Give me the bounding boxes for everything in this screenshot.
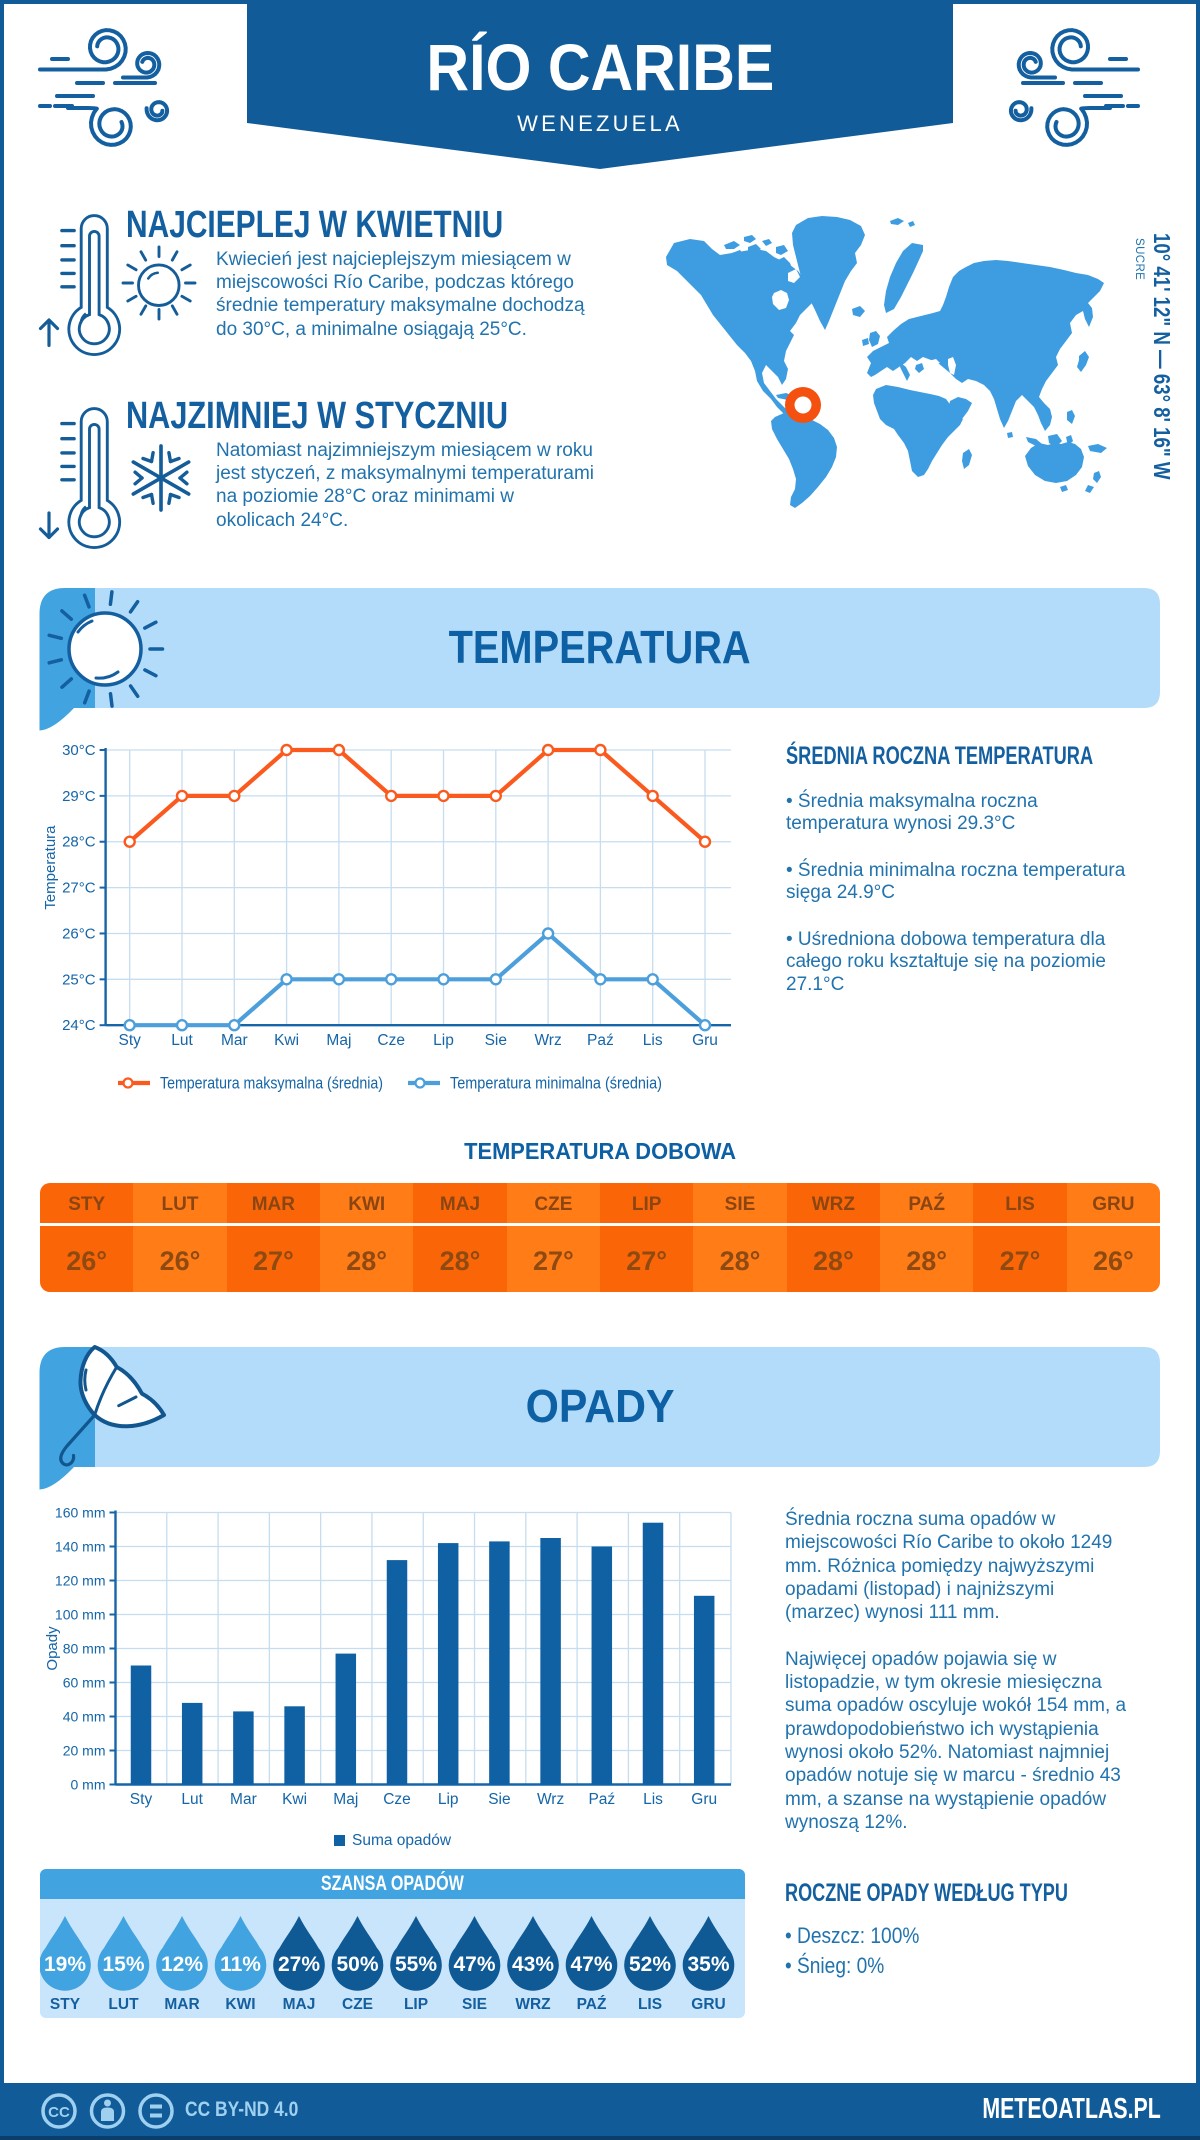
svg-text:140 mm: 140 mm: [55, 1539, 106, 1555]
svg-text:120 mm: 120 mm: [55, 1573, 106, 1589]
svg-text:Maj: Maj: [333, 1791, 358, 1808]
svg-text:SIE: SIE: [462, 1996, 487, 2013]
svg-text:Lut: Lut: [181, 1791, 203, 1808]
svg-text:Sty: Sty: [118, 1032, 141, 1049]
svg-text:35%: 35%: [687, 1953, 729, 1976]
svg-text:MAJ: MAJ: [283, 1996, 316, 2013]
svg-text:Suma opadów: Suma opadów: [352, 1832, 452, 1849]
svg-text:Temperatura maksymalna (średni: Temperatura maksymalna (średnia): [160, 1075, 383, 1093]
svg-text:Lut: Lut: [171, 1032, 193, 1049]
svg-text:47%: 47%: [453, 1953, 495, 1976]
svg-text:55%: 55%: [395, 1953, 437, 1976]
svg-text:Paź: Paź: [587, 1032, 614, 1049]
svg-text:Paź: Paź: [588, 1791, 615, 1808]
svg-text:27°C: 27°C: [62, 880, 96, 897]
svg-text:PAŹ: PAŹ: [577, 1996, 607, 2013]
svg-text:26°C: 26°C: [62, 925, 96, 942]
svg-text:100 mm: 100 mm: [55, 1607, 106, 1623]
svg-text:80 mm: 80 mm: [63, 1641, 106, 1657]
svg-text:Mar: Mar: [221, 1032, 248, 1049]
svg-text:11%: 11%: [220, 1953, 261, 1976]
svg-text:Gru: Gru: [692, 1032, 718, 1049]
svg-text:Kwi: Kwi: [274, 1032, 299, 1049]
svg-text:Lis: Lis: [643, 1032, 663, 1049]
svg-text:KWI: KWI: [225, 1996, 255, 2013]
svg-text:Sie: Sie: [488, 1791, 510, 1808]
svg-text:47%: 47%: [570, 1953, 612, 1976]
svg-text:Kwi: Kwi: [282, 1791, 307, 1808]
svg-text:40 mm: 40 mm: [63, 1709, 106, 1725]
svg-text:15%: 15%: [102, 1953, 144, 1976]
svg-text:Temperatura minimalna (średnia: Temperatura minimalna (średnia): [450, 1075, 662, 1093]
svg-text:Temperatura: Temperatura: [42, 825, 59, 910]
svg-text:30°C: 30°C: [62, 742, 96, 759]
svg-text:50%: 50%: [336, 1953, 378, 1976]
svg-text:CC: CC: [48, 2104, 70, 2121]
svg-text:Gru: Gru: [691, 1791, 717, 1808]
svg-text:Mar: Mar: [230, 1791, 257, 1808]
svg-text:Lip: Lip: [433, 1032, 454, 1049]
svg-text:STY: STY: [50, 1996, 81, 2013]
svg-text:24°C: 24°C: [62, 1017, 96, 1034]
svg-text:Opady: Opady: [44, 1626, 61, 1671]
svg-text:GRU: GRU: [691, 1996, 725, 2013]
svg-text:160 mm: 160 mm: [55, 1505, 106, 1521]
svg-text:MAR: MAR: [164, 1996, 199, 2013]
svg-text:29°C: 29°C: [62, 788, 96, 805]
svg-text:12%: 12%: [161, 1953, 203, 1976]
svg-text:0 mm: 0 mm: [71, 1777, 106, 1793]
svg-text:Wrz: Wrz: [537, 1791, 564, 1808]
svg-text:Lip: Lip: [438, 1791, 459, 1808]
svg-text:Sty: Sty: [130, 1791, 153, 1808]
svg-text:52%: 52%: [629, 1953, 671, 1976]
svg-text:Sie: Sie: [485, 1032, 507, 1049]
svg-text:19%: 19%: [44, 1953, 86, 1976]
svg-text:Maj: Maj: [326, 1032, 351, 1049]
svg-text:CZE: CZE: [342, 1996, 373, 2013]
svg-text:Wrz: Wrz: [534, 1032, 561, 1049]
svg-text:27%: 27%: [278, 1953, 320, 1976]
svg-text:20 mm: 20 mm: [63, 1743, 106, 1759]
svg-text:25°C: 25°C: [62, 971, 96, 988]
svg-text:LIP: LIP: [404, 1996, 428, 2013]
svg-text:28°C: 28°C: [62, 834, 96, 851]
svg-text:LUT: LUT: [108, 1996, 139, 2013]
svg-text:60 mm: 60 mm: [63, 1675, 106, 1691]
svg-text:Cze: Cze: [383, 1791, 411, 1808]
svg-text:LIS: LIS: [638, 1996, 662, 2013]
svg-text:WRZ: WRZ: [515, 1996, 551, 2013]
svg-text:Lis: Lis: [643, 1791, 663, 1808]
svg-text:Cze: Cze: [377, 1032, 405, 1049]
svg-text:43%: 43%: [512, 1953, 554, 1976]
